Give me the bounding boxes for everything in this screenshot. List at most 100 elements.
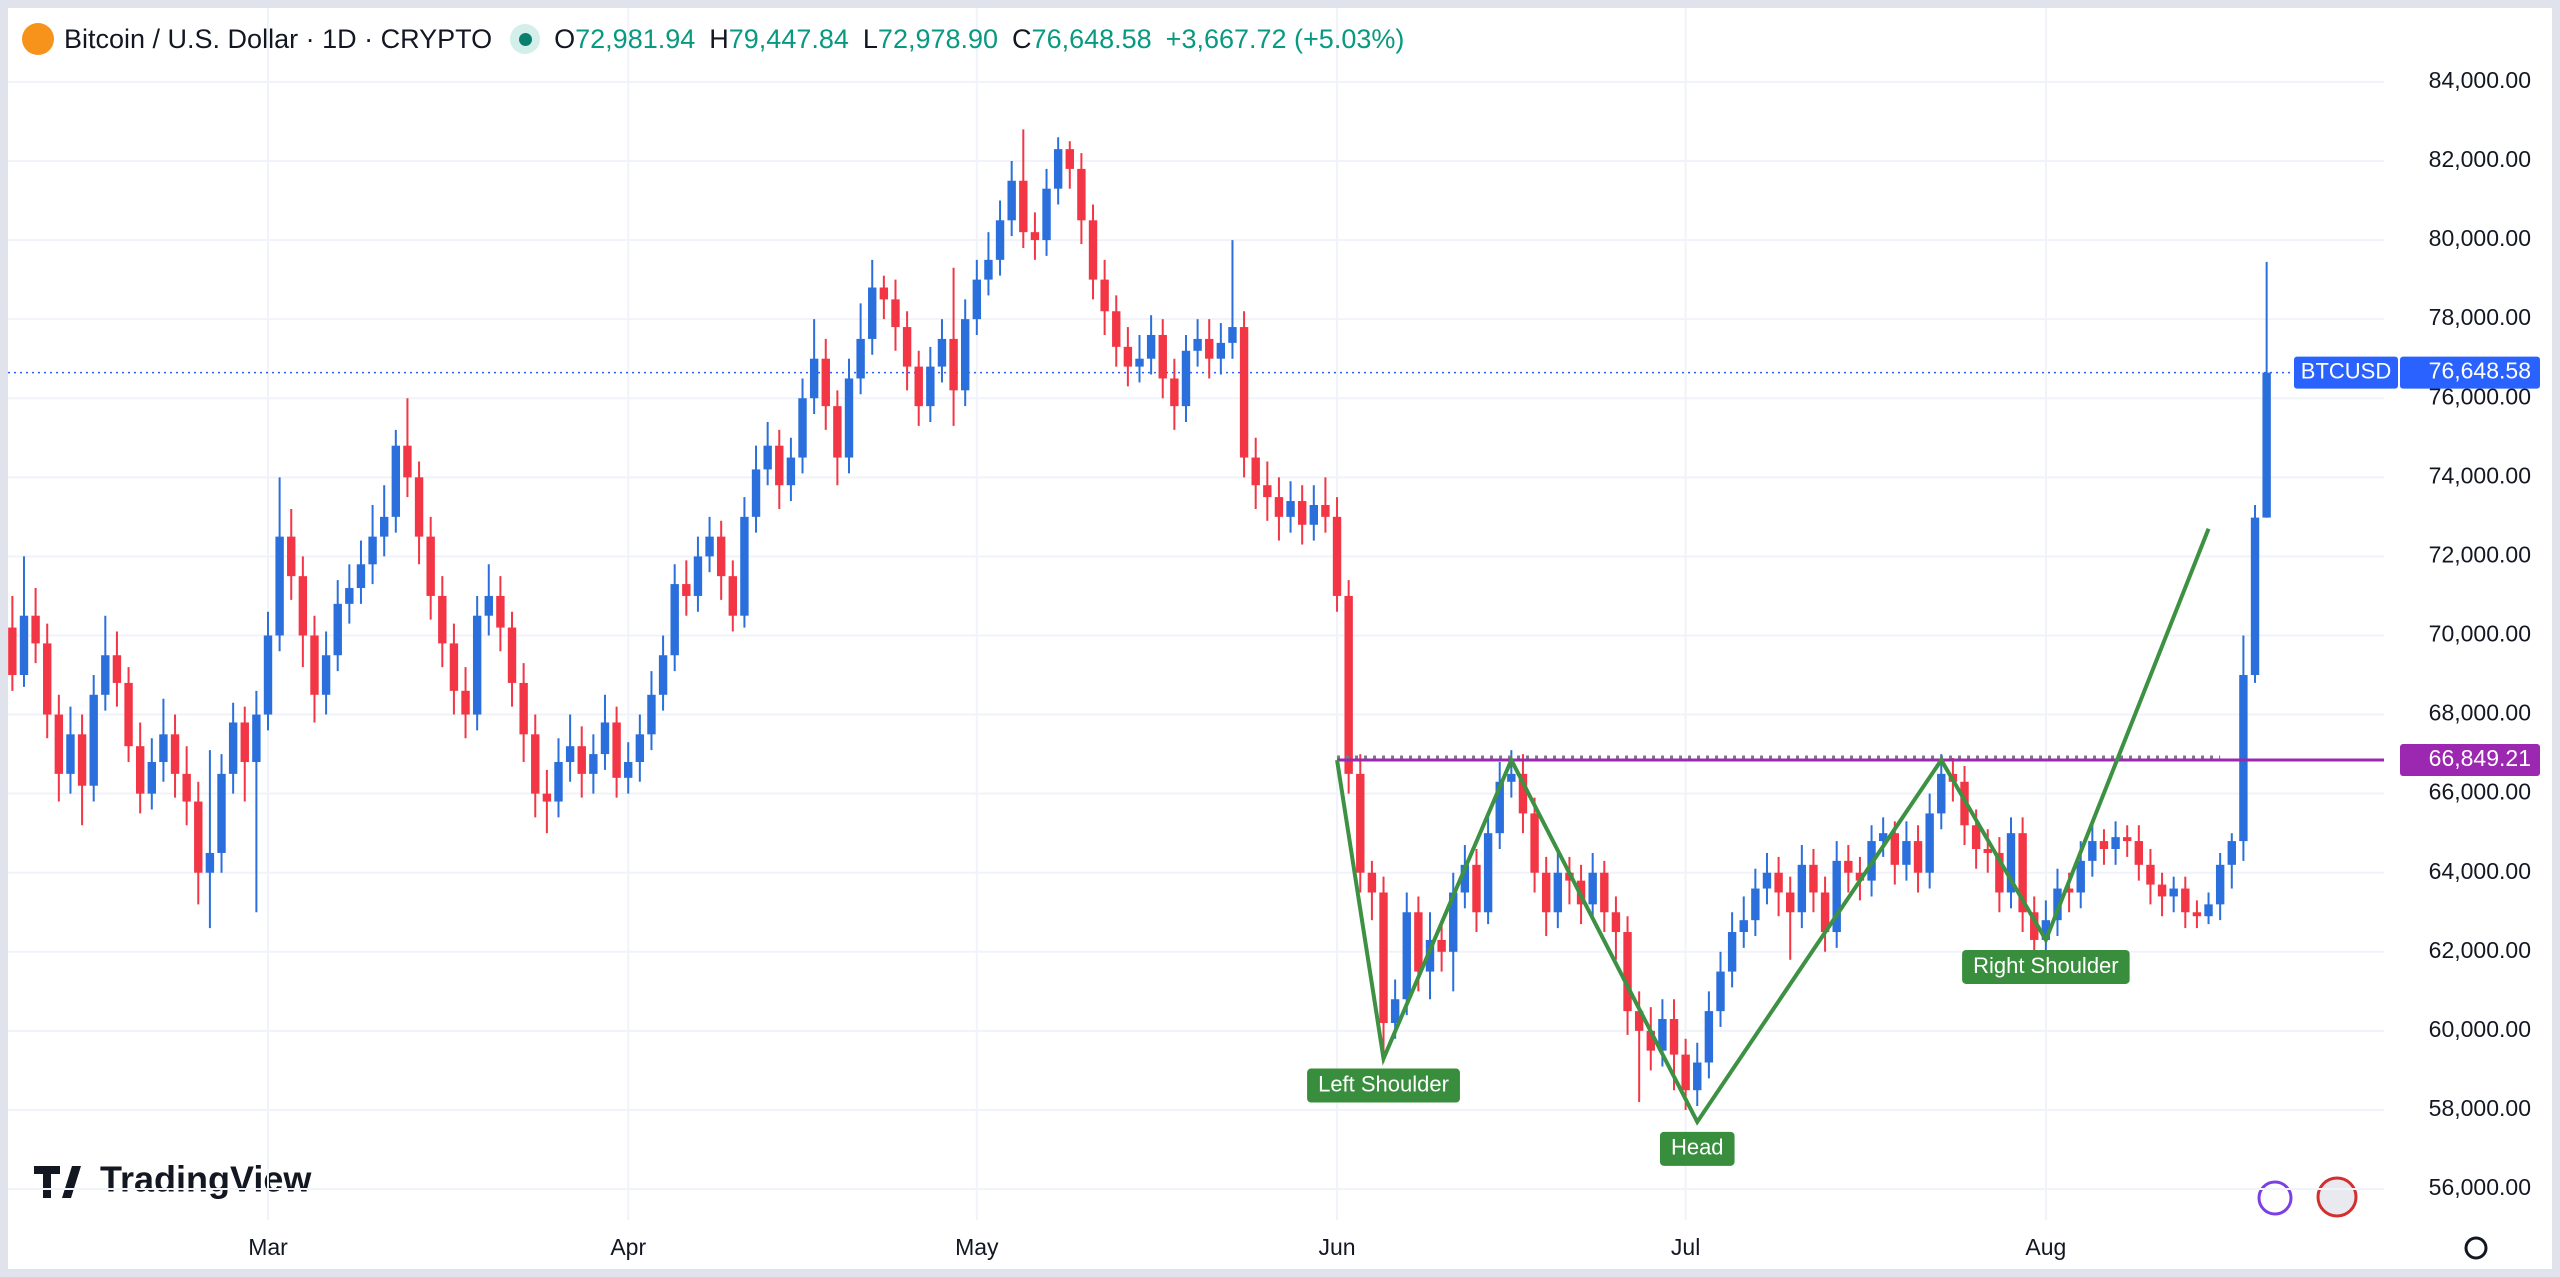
- candle-body: [2030, 912, 2039, 940]
- candle-body: [1053, 149, 1063, 189]
- x-tick-label: Apr: [610, 1234, 646, 1260]
- candle-body: [2076, 860, 2085, 893]
- candle-body: [519, 682, 528, 735]
- candle-body: [391, 445, 401, 517]
- candle-body: [1681, 1054, 1690, 1091]
- candle-body: [1379, 892, 1388, 1023]
- candle-body: [1809, 864, 1818, 893]
- y-tick-label: 60,000.00: [2429, 1016, 2531, 1042]
- y-tick-label: 74,000.00: [2429, 462, 2531, 488]
- candle-body: [1542, 872, 1551, 913]
- candle-body: [740, 516, 749, 616]
- candle-body: [1077, 168, 1086, 221]
- pattern-label-box: [1307, 1068, 1460, 1103]
- candle-body: [19, 615, 29, 676]
- candle-body: [438, 595, 447, 644]
- candle-body: [1216, 342, 1226, 359]
- candle-body: [763, 445, 772, 470]
- y-tick-label: 58,000.00: [2429, 1095, 2531, 1121]
- candle-body: [170, 734, 180, 774]
- header: Bitcoin / U.S. Dollar · 1D · CRYPTO O72,…: [22, 18, 1404, 60]
- candle-body: [2123, 837, 2132, 842]
- legend-value: 72,981.94: [575, 23, 696, 54]
- candle-body: [1693, 1062, 1702, 1091]
- candle-body: [565, 746, 575, 763]
- candle-body: [1600, 872, 1609, 913]
- candle-body: [693, 556, 703, 596]
- brand-logo: TradingView: [34, 1159, 312, 1200]
- candle-body: [333, 603, 342, 656]
- candle-body: [310, 635, 319, 695]
- candle-body: [1925, 813, 1934, 873]
- candle-body: [1437, 939, 1446, 952]
- pattern-label: Right Shoulder: [1973, 953, 2119, 978]
- candle-body: [345, 588, 354, 604]
- legend-key: O: [554, 23, 576, 54]
- candle-body: [2169, 888, 2178, 897]
- candle-body: [1611, 912, 1621, 933]
- candle-body: [2053, 888, 2062, 921]
- candle-body: [902, 327, 912, 367]
- grid: [8, 8, 2384, 1220]
- legend-key: L: [862, 23, 878, 54]
- candle-body: [2204, 904, 2213, 917]
- candle-body: [1553, 872, 1563, 913]
- candle-body: [2181, 888, 2190, 913]
- candle-body: [2088, 841, 2097, 861]
- candle-body: [612, 722, 621, 778]
- candle-body: [972, 279, 982, 320]
- candle-body: [403, 445, 412, 478]
- ohlc-legend: O72,981.94 H79,447.84 L72,978.90 C76,648.58: [540, 24, 1152, 55]
- candle-body: [287, 536, 296, 577]
- candle-body: [1623, 932, 1632, 1012]
- candle-body: [1112, 311, 1121, 347]
- price-name: BTCUSD: [2301, 358, 2391, 383]
- candle-body: [1030, 232, 1040, 241]
- candle-body: [1019, 180, 1028, 233]
- candle-body: [1727, 932, 1737, 972]
- flag-icon[interactable]: [2316, 1176, 2358, 1218]
- candle-body: [577, 746, 586, 774]
- candle-body: [2064, 888, 2074, 893]
- candle-body: [2239, 675, 2248, 842]
- candle-body: [380, 516, 389, 537]
- candle-body: [1646, 1030, 1655, 1051]
- candle-body: [2250, 517, 2260, 676]
- candle-body: [786, 457, 796, 486]
- candles: [8, 129, 2271, 1110]
- candle-body: [1274, 497, 1284, 517]
- candle-body: [275, 536, 284, 636]
- y-tick-label: 68,000.00: [2429, 700, 2531, 726]
- candle-body: [879, 287, 889, 300]
- candle-body: [1890, 833, 1899, 865]
- candle-body: [2262, 372, 2271, 518]
- candle-body: [891, 299, 900, 328]
- candle-body: [1146, 334, 1156, 359]
- candle-body: [321, 655, 331, 695]
- candle-body: [1263, 485, 1272, 498]
- candle-body: [926, 366, 935, 407]
- x-tick-label: Jun: [1318, 1234, 1355, 1260]
- candle-body: [112, 655, 122, 683]
- y-tick-label: 66,000.00: [2429, 779, 2531, 805]
- candle-body: [101, 655, 110, 695]
- candle-body: [31, 615, 40, 644]
- candle-body: [1530, 813, 1539, 873]
- candle-body: [8, 627, 17, 676]
- candle-body: [833, 406, 842, 458]
- x-tick-label: May: [955, 1234, 999, 1260]
- brand-icon: [34, 1166, 81, 1198]
- candle-body: [589, 754, 598, 774]
- candle-body: [1716, 971, 1725, 1012]
- candle-body: [54, 714, 64, 774]
- candle-body: [1658, 1019, 1667, 1051]
- assistant-icon[interactable]: [2257, 1180, 2293, 1216]
- candle-body: [1356, 773, 1365, 873]
- candle-body: [2006, 833, 2016, 893]
- x-tick-label: Mar: [248, 1234, 288, 1260]
- candle-body: [472, 615, 482, 715]
- symbol-title: Bitcoin / U.S. Dollar · 1D · CRYPTO: [64, 23, 493, 54]
- settings-icon[interactable]: [2464, 1236, 2488, 1260]
- candle-body: [240, 722, 249, 763]
- candle-body: [658, 655, 668, 695]
